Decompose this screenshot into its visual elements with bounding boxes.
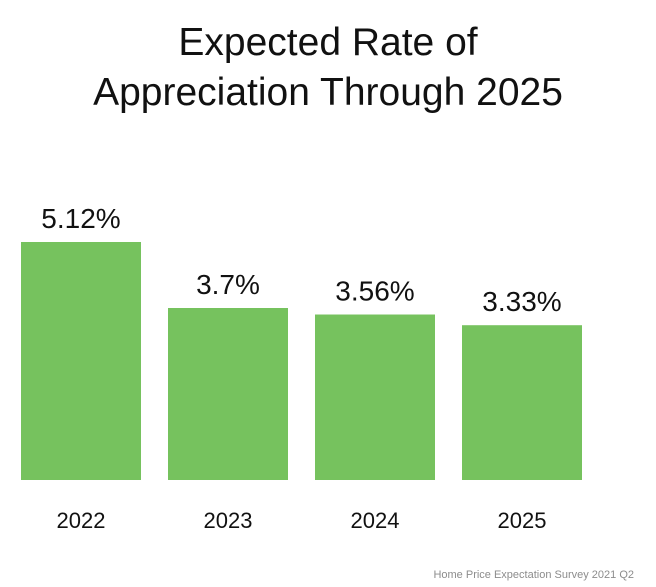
x-tick-label-2024: 2024 [351,508,400,533]
bar-2025 [462,325,582,480]
data-label-2025: 3.33% [482,286,561,317]
bar-2023 [168,308,288,480]
data-label-2024: 3.56% [335,276,414,307]
bar-2024 [315,314,435,480]
data-label-2022: 5.12% [41,203,120,234]
chart-title-line-1: Expected Rate of [178,21,478,64]
data-label-2023: 3.7% [196,269,260,300]
x-tick-label-2025: 2025 [498,508,547,533]
chart-title-line-2: Appreciation Through 2025 [93,71,563,114]
x-tick-label-2023: 2023 [204,508,253,533]
bar-2022 [21,242,141,480]
x-tick-label-2022: 2022 [57,508,106,533]
chart-title: Expected Rate of Appreciation Through 20… [0,18,656,118]
source-note: Home Price Expectation Survey 2021 Q2 [433,569,634,581]
